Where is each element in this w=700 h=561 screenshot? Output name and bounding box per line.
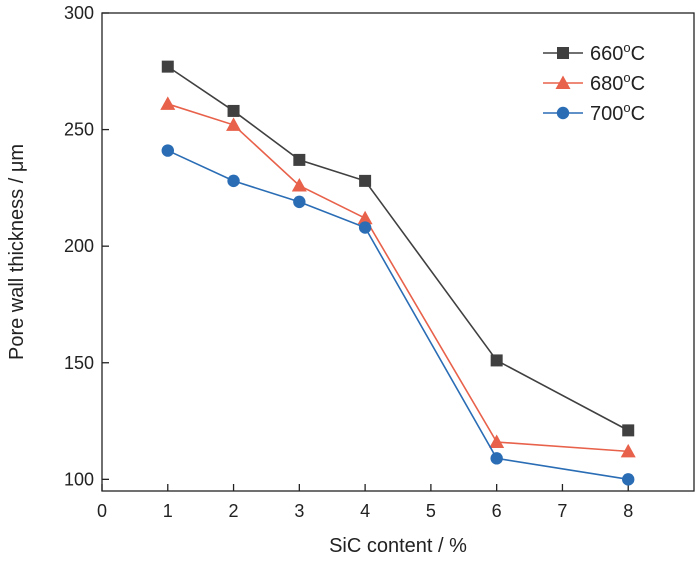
square-marker bbox=[227, 104, 240, 117]
series-700 bbox=[161, 144, 635, 486]
y-tick-label: 150 bbox=[64, 353, 94, 373]
triangle-marker bbox=[357, 210, 373, 225]
triangle-marker bbox=[291, 178, 307, 192]
legend-degree: o bbox=[623, 40, 630, 55]
square-marker bbox=[161, 60, 174, 73]
series-layer bbox=[160, 60, 636, 486]
x-axis-title: SiC content / % bbox=[329, 535, 467, 557]
y-axis: 100 150 200 250 300 bbox=[64, 3, 109, 489]
legend-celsius: C bbox=[631, 103, 645, 125]
square-marker bbox=[557, 47, 569, 59]
series-line bbox=[167, 149, 629, 481]
series-680 bbox=[160, 96, 636, 458]
x-tick-label: 6 bbox=[492, 501, 502, 521]
x-tick-label: 3 bbox=[294, 501, 304, 521]
triangle-marker bbox=[555, 75, 571, 89]
legend-degree: o bbox=[623, 70, 630, 85]
square-marker bbox=[622, 424, 635, 437]
circle-marker bbox=[556, 106, 570, 120]
series-line bbox=[167, 103, 629, 453]
series-line bbox=[167, 65, 629, 432]
triangle-marker bbox=[620, 443, 636, 458]
legend-label: 660oC bbox=[590, 40, 645, 65]
legend-item: 700oC bbox=[543, 100, 645, 125]
square-marker bbox=[359, 174, 372, 187]
x-tick-label: 5 bbox=[426, 501, 436, 521]
triangle-marker bbox=[160, 96, 176, 110]
legend-temperature: 700 bbox=[590, 103, 623, 125]
square-marker bbox=[490, 354, 503, 367]
y-tick-label: 250 bbox=[64, 120, 94, 140]
legend-degree: o bbox=[623, 100, 630, 115]
square-marker bbox=[293, 153, 306, 166]
legend-celsius: C bbox=[631, 73, 645, 95]
y-tick-label: 100 bbox=[64, 469, 94, 489]
legend-label: 700oC bbox=[590, 100, 645, 125]
series-660 bbox=[161, 60, 635, 437]
x-tick-label: 7 bbox=[557, 501, 567, 521]
circle-marker bbox=[161, 144, 174, 157]
legend-label: 680oC bbox=[590, 70, 645, 95]
y-tick-label: 300 bbox=[64, 3, 94, 23]
circle-marker bbox=[622, 473, 635, 486]
legend-unit: oC bbox=[623, 100, 645, 125]
legend-unit: oC bbox=[623, 40, 645, 65]
x-tick-label: 8 bbox=[623, 501, 633, 521]
x-tick-label: 4 bbox=[360, 501, 370, 521]
y-axis-title: Pore wall thickness / μm bbox=[6, 144, 28, 360]
x-tick-label: 1 bbox=[163, 501, 173, 521]
triangle-marker bbox=[226, 117, 242, 131]
triangle-marker bbox=[489, 434, 505, 449]
plot-frame bbox=[101, 12, 695, 492]
legend-item: 660oC bbox=[543, 40, 645, 65]
x-axis: 0 1 2 3 4 5 6 7 8 bbox=[97, 484, 633, 521]
circle-marker bbox=[490, 452, 503, 465]
circle-marker bbox=[227, 174, 240, 188]
legend-temperature: 660 bbox=[590, 43, 623, 65]
y-tick-label: 200 bbox=[64, 236, 94, 256]
legend-item: 680oC bbox=[543, 70, 645, 95]
x-tick-label: 2 bbox=[229, 501, 239, 521]
legend-celsius: C bbox=[631, 43, 645, 65]
legend-temperature: 680 bbox=[590, 73, 623, 95]
x-tick-label: 0 bbox=[97, 501, 107, 521]
circle-marker bbox=[293, 195, 306, 209]
circle-marker bbox=[358, 221, 372, 234]
legend-unit: oC bbox=[623, 70, 645, 95]
